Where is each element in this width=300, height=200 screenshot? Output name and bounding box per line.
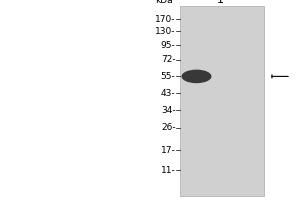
Text: 26-: 26- — [161, 123, 176, 132]
Ellipse shape — [182, 70, 212, 83]
Text: 1: 1 — [217, 0, 224, 5]
FancyBboxPatch shape — [180, 6, 264, 196]
Text: 95-: 95- — [161, 40, 176, 49]
Text: 130-: 130- — [155, 26, 175, 36]
Text: 34-: 34- — [161, 106, 176, 115]
Text: 11-: 11- — [161, 166, 176, 175]
Text: 17-: 17- — [161, 146, 176, 155]
Text: 55-: 55- — [161, 72, 176, 81]
Text: 43-: 43- — [161, 88, 176, 98]
Text: 170-: 170- — [155, 15, 175, 23]
Text: 72-: 72- — [161, 55, 176, 64]
Text: kDa: kDa — [155, 0, 172, 5]
